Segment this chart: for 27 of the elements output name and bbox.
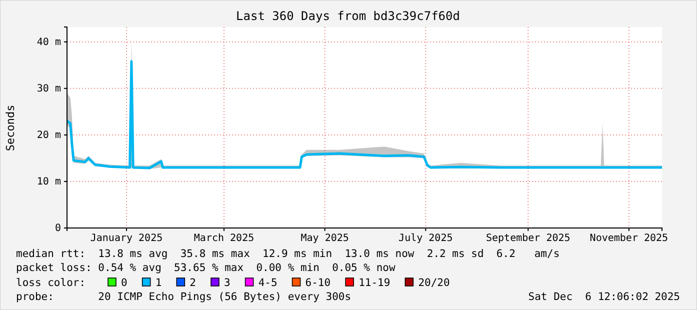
text: probe: 20 ICMP Echo Pings (56 Bytes) every 300s xyxy=(16,291,352,303)
x-tick-label: May 2025 xyxy=(300,233,349,244)
y-tick-label: 10 m xyxy=(36,176,61,188)
y-tick-label: 30 m xyxy=(36,84,61,95)
text: median rtt: 13.8 ms avg 35.8 ms max 12.9 ms min 13.0 ms now 2.2 ms sd 6.2 am/s xyxy=(16,248,560,260)
text: packet loss: 0.54 % avg 53.65 % max 0.00 % min 0.05 % now xyxy=(16,262,396,274)
text: 0 xyxy=(121,277,128,289)
y-tick-label: 40 m xyxy=(36,37,61,48)
text: 2 xyxy=(190,277,196,289)
x-tick-label: March 2025 xyxy=(194,233,254,244)
text: 6-10 xyxy=(305,277,331,289)
y-axis-title: Seconds xyxy=(4,104,17,152)
text: 3 xyxy=(224,277,230,289)
x-tick-label: September 2025 xyxy=(486,233,570,244)
text: 20/20 xyxy=(418,277,450,289)
text: 1 xyxy=(155,277,162,289)
text: Sat Dec 6 12:06:02 2025 xyxy=(528,291,680,303)
chart-title: Last 360 Days from bd3c39c7f60d xyxy=(236,9,460,23)
y-tick-label: 0 xyxy=(54,223,61,234)
x-tick-label: January 2025 xyxy=(90,233,163,244)
x-tick-label: July 2025 xyxy=(398,233,453,244)
line-series xyxy=(66,60,664,170)
text: 4-5 xyxy=(258,277,278,289)
x-tick-label: November 2025 xyxy=(590,233,668,244)
y-tick-label: 20 m xyxy=(36,130,61,142)
text: loss color: xyxy=(16,277,86,289)
text: 11-19 xyxy=(358,277,390,289)
